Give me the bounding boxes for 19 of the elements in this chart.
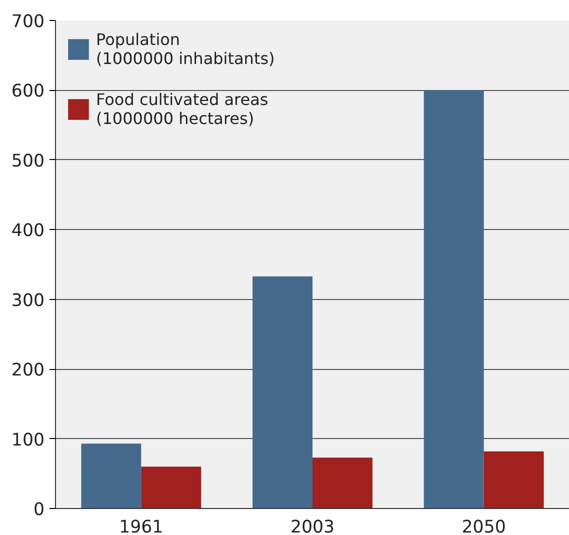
y-tick-label: 300 xyxy=(11,290,45,311)
y-tick-label: 500 xyxy=(11,151,45,172)
y-tick-label: 600 xyxy=(11,82,45,102)
y-tick-label: 400 xyxy=(11,221,45,242)
legend-label: Food cultivated areas (1000000 hectares) xyxy=(96,90,268,128)
y-tick-label: 200 xyxy=(11,360,45,381)
bar xyxy=(424,90,484,508)
y-tick-label: 100 xyxy=(11,430,45,450)
x-tick-label: 1961 xyxy=(119,518,164,535)
bar xyxy=(81,444,142,508)
y-tick-label: 700 xyxy=(11,12,45,32)
x-tick-label: 2050 xyxy=(462,518,506,535)
bar xyxy=(484,451,544,508)
x-tick-label: 2003 xyxy=(290,518,335,535)
bar xyxy=(252,276,312,508)
bar xyxy=(141,466,202,508)
y-tick-label: 0 xyxy=(33,500,45,520)
legend-label: Population (1000000 inhabitants) xyxy=(96,30,275,68)
bar xyxy=(312,458,372,508)
